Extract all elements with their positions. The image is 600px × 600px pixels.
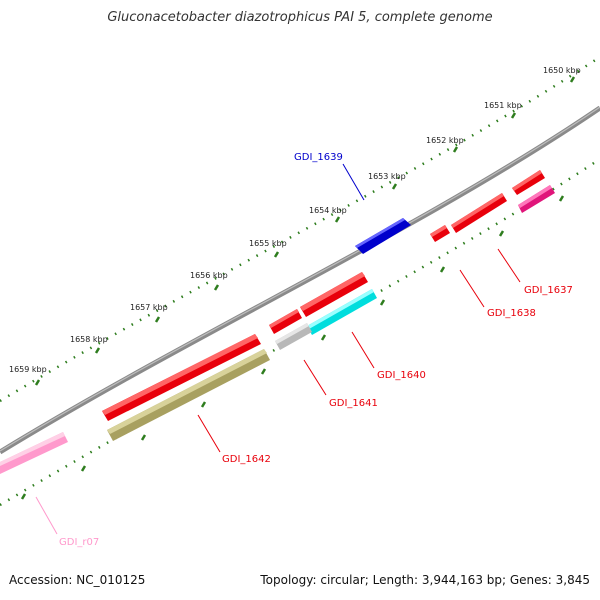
gene-label-gdi-1637: GDI_1637 xyxy=(524,285,573,296)
gene-red-long[interactable] xyxy=(102,334,261,421)
gene-red-upper-mid[interactable] xyxy=(300,272,368,317)
gene-gdi-1638[interactable] xyxy=(451,193,507,233)
leader-gdi-1642 xyxy=(197,414,221,453)
tick-label-1659: 1659 kbp xyxy=(9,365,47,374)
tick-label-1652: 1652 kbp xyxy=(426,136,464,145)
tick-label-1654: 1654 kbp xyxy=(309,206,347,215)
gene-small-red[interactable] xyxy=(430,225,450,242)
gene-gdi-1641[interactable] xyxy=(275,323,312,350)
gene-gdi-r07[interactable] xyxy=(0,432,68,474)
gene-label-gdi-1639: GDI_1639 xyxy=(294,152,343,163)
tick-label-1650: 1650 kbp xyxy=(543,66,581,75)
gene-red-small-mid[interactable] xyxy=(269,309,302,334)
gene-label-gdi-r07: GDI_r07 xyxy=(59,537,99,548)
leader-gdi-1639 xyxy=(342,163,365,201)
genome-backbone xyxy=(0,105,600,455)
tick-label-1655: 1655 kbp xyxy=(249,239,287,248)
gene-gdi-1640[interactable] xyxy=(307,289,377,335)
tick-label-1653: 1653 kbp xyxy=(368,172,406,181)
scale-ring-outer xyxy=(0,55,600,403)
tick-label-1657: 1657 kbp xyxy=(130,303,168,312)
tick-label-1656: 1656 kbp xyxy=(190,271,228,280)
scale-inner-ticks xyxy=(20,195,565,500)
map-title: Gluconacetobacter diazotrophicus PAI 5, … xyxy=(107,10,493,25)
gene-gdi-1639[interactable] xyxy=(355,218,411,254)
scale-major-ticks xyxy=(34,76,576,386)
gene-gdi-1637[interactable] xyxy=(512,170,545,195)
leader-gdi-r07 xyxy=(35,496,58,535)
genome-summary-text: Topology: circular; Length: 3,944,163 bp… xyxy=(260,573,590,587)
leader-gdi-1637 xyxy=(497,248,521,283)
gene-magenta[interactable] xyxy=(518,185,555,213)
gene-gdi-1642[interactable] xyxy=(107,349,270,441)
gene-label-gdi-1642: GDI_1642 xyxy=(222,454,271,465)
accession-text: Accession: NC_010125 xyxy=(9,573,146,587)
leader-gdi-1640 xyxy=(351,331,375,369)
gene-label-gdi-1640: GDI_1640 xyxy=(377,370,426,381)
tick-label-1658: 1658 kbp xyxy=(70,335,108,344)
leader-gdi-1641 xyxy=(303,359,327,396)
tick-label-1651: 1651 kbp xyxy=(484,101,522,110)
gene-label-gdi-1638: GDI_1638 xyxy=(487,308,536,319)
gene-label-gdi-1641: GDI_1641 xyxy=(329,398,378,409)
genome-backbone-highlight xyxy=(0,106,600,452)
leader-gdi-1638 xyxy=(459,269,485,308)
